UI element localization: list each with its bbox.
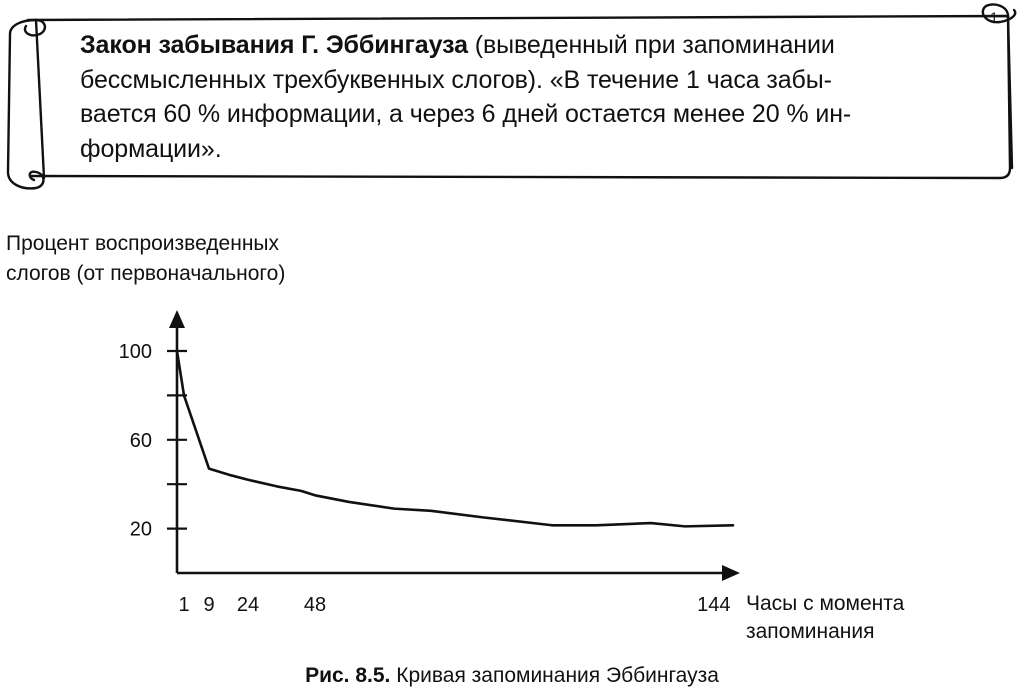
figure-caption-label: Рис. 8.5.	[305, 664, 391, 687]
y-axis-label-line-2: слогов (от первоначального)	[6, 262, 286, 285]
x-axis-label-line-1: Часы с момента	[746, 592, 905, 615]
x-tick-label: 24	[237, 594, 259, 616]
x-tick-label: 48	[304, 594, 326, 616]
x-tick-label: 9	[203, 594, 214, 616]
scroll-text: Закон забывания Г. Эббингауза (выведенны…	[80, 28, 992, 166]
scroll-body-3: вается 60 % информации, а через 6 дней о…	[80, 100, 852, 128]
y-tick-label: 60	[130, 430, 152, 452]
y-axis-arrow	[169, 310, 185, 328]
x-ticks: 1 9 24 48 144	[178, 594, 730, 616]
forgetting-curve-line	[175, 349, 735, 528]
y-tick-label: 100	[119, 341, 152, 363]
scroll-number: 1	[990, 9, 998, 25]
scroll-body-2: бессмысленных трехбуквенных слогов). «В …	[80, 65, 832, 94]
y-axis-label-line-1: Процент воспроизведенных	[6, 232, 280, 255]
x-axis-label-line-2: запоминания	[746, 620, 875, 643]
chart: 100 60 20 1 9 24 48 144	[119, 310, 740, 616]
y-tick-label: 20	[130, 519, 152, 541]
scroll-body-1: (выведенный при запоминании	[467, 31, 835, 59]
scroll-banner: 1	[6, 3, 1017, 190]
scroll-line-1: Закон забывания Г. Эббингауза (выведенны…	[80, 28, 992, 63]
y-ticks: 100 60 20	[119, 341, 187, 541]
figure-caption-text: Кривая запоминания Эббингауза	[390, 664, 719, 687]
scroll-body-4: формации».	[80, 134, 222, 163]
figure-caption: Рис. 8.5. Кривая запоминания Эббингауза	[0, 664, 1024, 688]
x-tick-label: 1	[178, 594, 189, 616]
x-tick-label: 144	[697, 594, 730, 616]
chart-axes	[169, 310, 740, 581]
scroll-title: Закон забывания Г. Эббингауза	[80, 31, 468, 59]
x-axis-arrow	[722, 565, 740, 581]
